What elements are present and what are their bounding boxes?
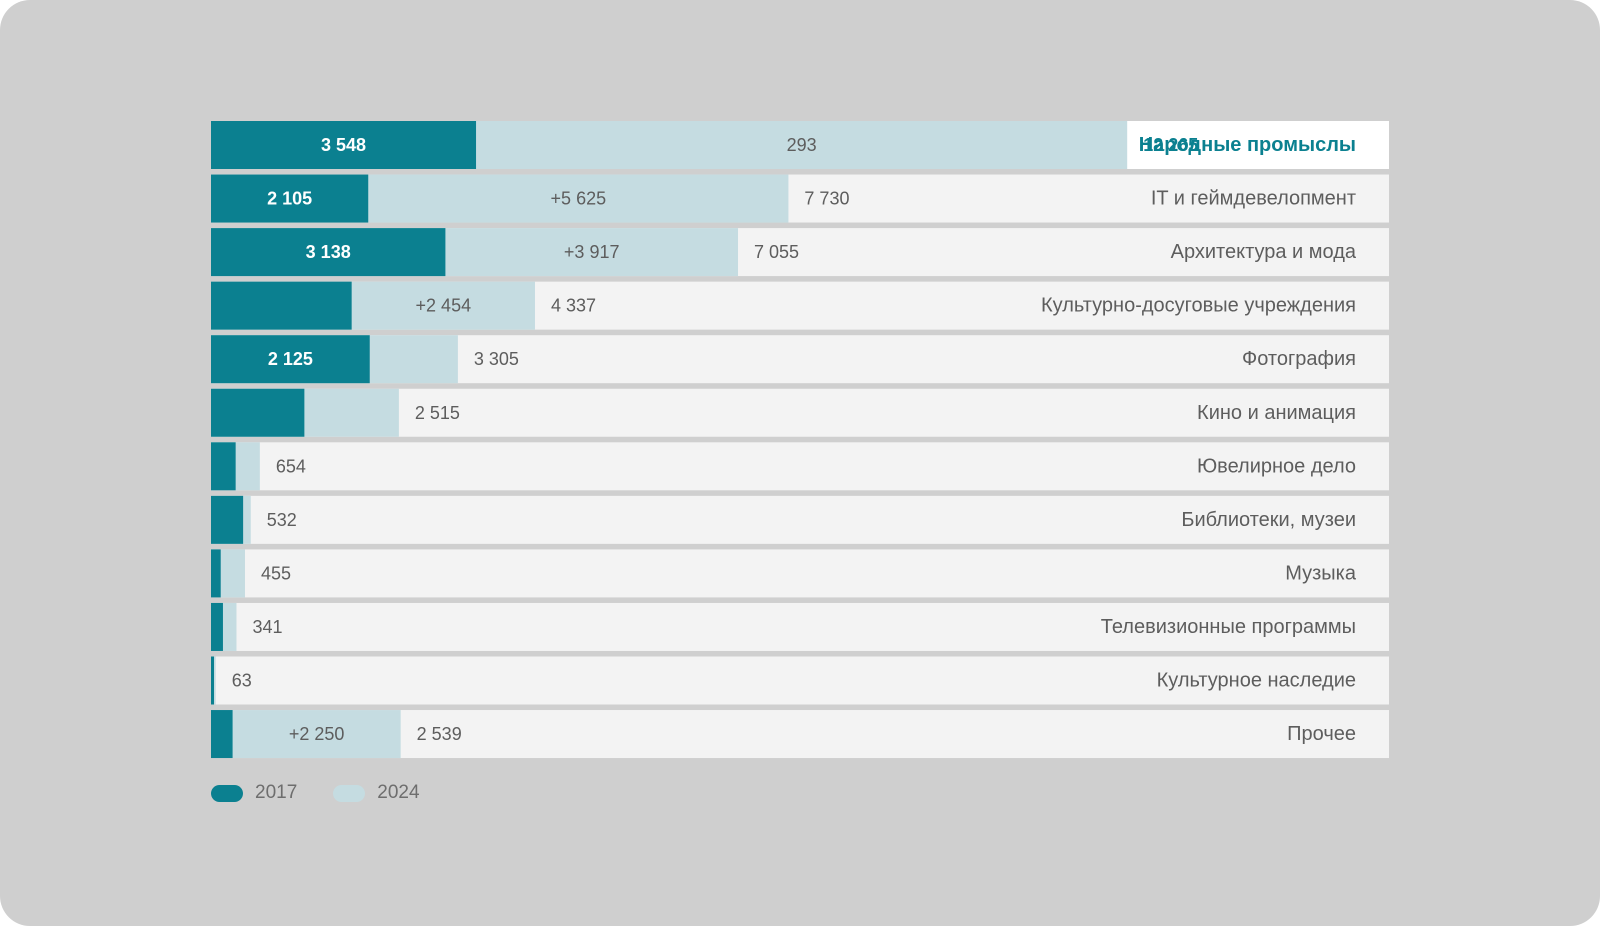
value-label-diff: 293 <box>787 135 817 155</box>
category-label: Культурно-досуговые учреждения <box>1041 295 1356 317</box>
value-label-2017: 3 138 <box>306 242 351 262</box>
value-label-total: 455 <box>261 563 291 583</box>
row-background <box>211 602 1389 651</box>
value-label-diff: +3 917 <box>564 242 620 262</box>
value-label-2017: 2 125 <box>268 349 313 369</box>
category-label: Народные промыслы <box>1139 134 1356 156</box>
category-label: Архитектура и мода <box>1171 241 1357 263</box>
bar-2017 <box>211 121 477 169</box>
category-label: Библиотеки, музеи <box>1181 509 1356 531</box>
category-label: Прочее <box>1287 723 1356 745</box>
bar-2024 <box>211 710 401 759</box>
value-label-total: 7 055 <box>754 242 799 262</box>
value-label-total: 2 539 <box>417 724 462 744</box>
category-label: Телевизионные программы <box>1101 616 1356 638</box>
category-label: Ювелирное дело <box>1197 455 1356 477</box>
bar-2017 <box>211 174 369 223</box>
row-background <box>211 442 1389 491</box>
value-label-total: 7 730 <box>804 189 849 209</box>
bar-2017 <box>211 495 244 544</box>
row-background <box>211 656 1389 705</box>
bar-2017 <box>211 228 446 277</box>
row-background <box>211 388 1389 437</box>
value-label-2017: 3 548 <box>321 135 366 155</box>
value-label-diff: +2 454 <box>416 296 472 316</box>
category-label: Музыка <box>1285 562 1357 584</box>
bar-2017 <box>211 281 352 330</box>
legend-item-2024: 2024 <box>333 782 420 804</box>
row-background <box>211 549 1389 598</box>
legend-label-2017: 2017 <box>255 782 298 803</box>
bar-2017 <box>211 388 305 437</box>
legend-swatch-2024 <box>333 784 366 802</box>
value-label-total: 3 305 <box>474 349 519 369</box>
value-label-total: 532 <box>267 510 297 530</box>
category-label: Культурное наследие <box>1157 670 1356 692</box>
value-label-diff: +2 250 <box>289 724 345 744</box>
bar-2017 <box>211 549 221 598</box>
row-background <box>211 710 1389 759</box>
row-background <box>211 495 1389 544</box>
bar-2017 <box>211 442 236 491</box>
category-label: IT и геймдевелопмент <box>1151 188 1356 210</box>
value-label-total: 341 <box>252 617 282 637</box>
value-label-total: 63 <box>232 671 252 691</box>
category-label: Фотография <box>1242 348 1356 370</box>
value-label-diff: +5 625 <box>551 189 607 209</box>
category-label: Кино и анимация <box>1197 402 1356 424</box>
legend-label-2024: 2024 <box>377 782 420 803</box>
value-label-total: 12 265 <box>1143 135 1198 155</box>
value-label-total: 2 515 <box>415 403 460 423</box>
legend-swatch-2017 <box>211 784 243 802</box>
value-label-total: 654 <box>276 456 306 476</box>
legend: 2017 2024 <box>211 782 456 804</box>
bar-2017 <box>211 602 223 651</box>
legend-item-2017: 2017 <box>211 782 297 804</box>
value-label-2017: 2 105 <box>267 189 312 209</box>
bar-2017 <box>211 656 214 705</box>
value-label-total: 4 337 <box>551 296 596 316</box>
bar-2017 <box>211 710 233 759</box>
bar-2017 <box>211 335 370 384</box>
